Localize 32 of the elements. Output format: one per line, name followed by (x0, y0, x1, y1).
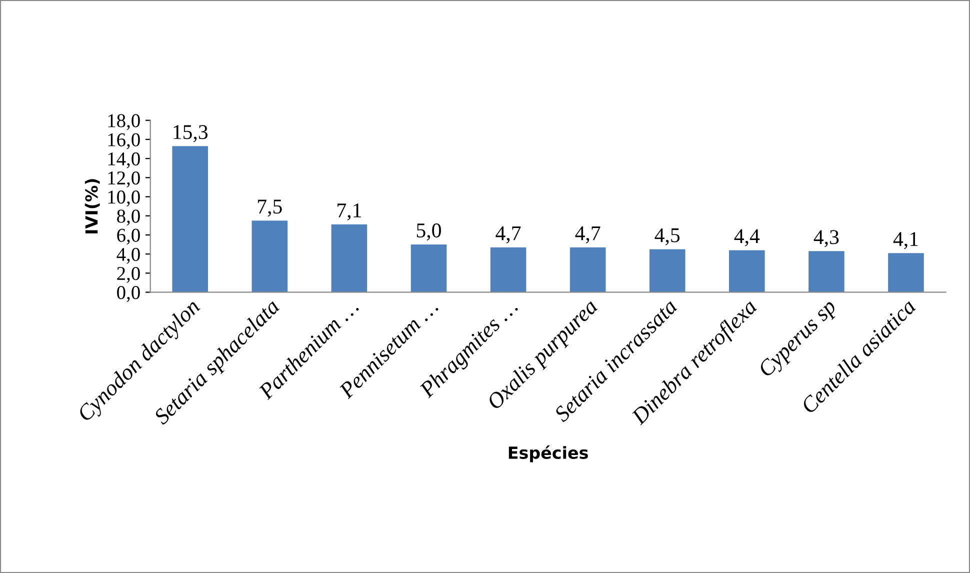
y-tick-label: 16,0 (108, 133, 140, 150)
x-axis-title: Espécies (508, 445, 588, 462)
y-tick-label: 12,0 (108, 171, 140, 188)
bar (252, 220, 288, 292)
data-label: 4,5 (654, 228, 680, 246)
data-label: 4,4 (734, 229, 760, 246)
data-label: 5,0 (416, 223, 441, 240)
y-tick-label: 6,0 (117, 228, 140, 245)
data-label: 4,1 (893, 232, 918, 250)
data-label: 7,5 (258, 200, 282, 217)
bar (888, 253, 924, 292)
y-tick-label: 8,0 (117, 210, 140, 226)
bar (172, 146, 208, 292)
data-label: 4,7 (575, 226, 600, 244)
y-axis-title: IVI(%) (84, 179, 100, 234)
y-tick-label: 4,0 (116, 248, 140, 264)
bar (570, 247, 606, 292)
data-label: 15,3 (174, 125, 208, 142)
bar (729, 250, 765, 292)
data-label: 4,3 (814, 230, 839, 248)
bar (808, 251, 844, 292)
data-label: 7,1 (338, 203, 361, 220)
y-tick-label: 10,0 (108, 190, 140, 206)
bar (649, 249, 686, 292)
y-tick-label: 2,0 (117, 266, 140, 283)
y-tick-label: 18,0 (108, 114, 140, 130)
y-tick-label: 0,0 (117, 286, 140, 302)
bar (490, 247, 526, 292)
bar (331, 224, 368, 292)
y-tick-label: 14,0 (108, 152, 140, 168)
bar (410, 244, 447, 292)
data-label: 4,7 (496, 226, 521, 244)
